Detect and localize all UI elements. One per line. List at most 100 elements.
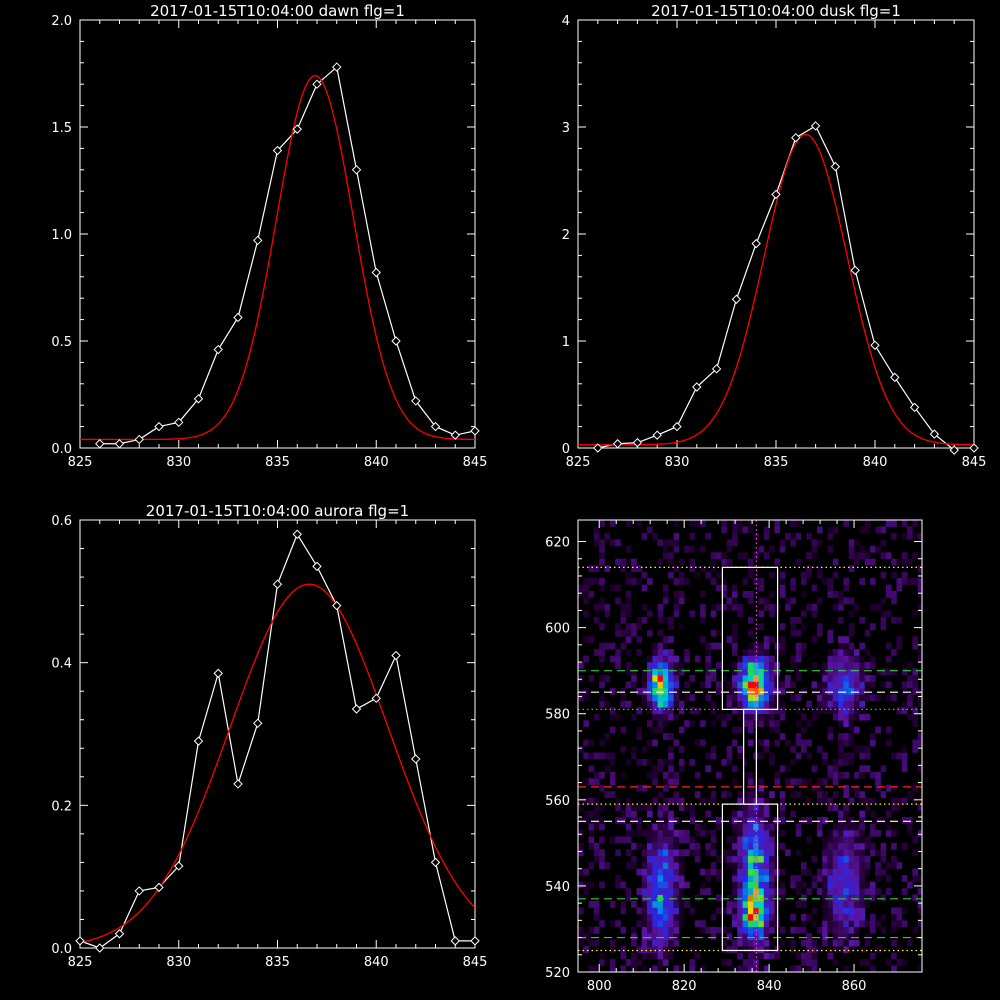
heatmap-cell xyxy=(599,558,605,566)
heatmap-cell xyxy=(880,526,887,534)
heatmap-cell xyxy=(816,926,823,934)
heatmap-cell xyxy=(700,920,706,928)
heatmap-cell xyxy=(620,836,627,844)
heatmap-cell xyxy=(689,849,696,857)
data-point xyxy=(632,437,643,448)
data-point xyxy=(411,754,421,764)
heatmap-cell xyxy=(901,558,908,566)
heatmap-cell xyxy=(832,894,839,902)
heatmap-cell xyxy=(790,584,796,592)
heatmap-cell xyxy=(647,675,653,682)
heatmap-cell xyxy=(647,804,653,811)
heatmap-cell xyxy=(769,662,775,669)
heatmap-cell xyxy=(832,687,839,695)
heatmap-cell xyxy=(716,855,722,863)
heatmap-cell xyxy=(795,558,802,566)
heatmap-cell xyxy=(864,959,871,966)
heatmap-cell xyxy=(795,952,802,960)
heatmap-cell xyxy=(673,868,680,876)
heatmap-cell xyxy=(885,726,892,734)
heatmap-cell xyxy=(885,520,892,527)
heatmap-cell xyxy=(885,610,892,618)
heatmap-cell xyxy=(732,765,738,773)
heatmap-cell xyxy=(705,797,711,805)
heatmap-cell xyxy=(742,926,749,934)
heatmap-cell xyxy=(625,700,632,708)
heatmap-cell xyxy=(578,584,584,592)
heatmap-cell xyxy=(864,668,871,676)
heatmap-cell xyxy=(657,720,664,727)
heatmap-cell xyxy=(716,907,722,915)
heatmap-cell xyxy=(912,687,918,695)
heatmap-cell xyxy=(758,849,765,857)
heatmap-cell xyxy=(641,571,648,579)
heatmap-cell xyxy=(620,965,627,972)
heatmap-cell xyxy=(811,707,818,715)
heatmap-cell xyxy=(885,642,892,650)
heatmap-cell xyxy=(732,946,738,953)
heatmap-cell xyxy=(625,545,632,553)
heatmap-cell xyxy=(604,862,611,869)
heatmap-cell xyxy=(827,591,834,598)
heatmap-cell xyxy=(678,700,685,708)
heatmap-cell xyxy=(816,823,823,831)
heatmap-cell xyxy=(917,687,922,695)
heatmap-cell xyxy=(700,636,706,643)
x-tick-label: 845 xyxy=(463,455,488,470)
heatmap-cell xyxy=(716,571,722,579)
heatmap-cell xyxy=(705,649,711,656)
heatmap-cell xyxy=(891,829,897,837)
heatmap-cell xyxy=(838,668,844,676)
heatmap-cell xyxy=(647,681,653,689)
heatmap-cell xyxy=(769,571,775,579)
heatmap-cell xyxy=(657,713,664,721)
heatmap-cell xyxy=(747,959,754,966)
heatmap-cell xyxy=(694,707,701,715)
heatmap-cell xyxy=(864,713,871,721)
heatmap-cell xyxy=(716,662,722,669)
heatmap-cell xyxy=(880,913,887,921)
heatmap-cell xyxy=(625,810,632,818)
heatmap-cell xyxy=(859,901,865,908)
heatmap-cell xyxy=(583,578,589,585)
heatmap-cell xyxy=(657,726,664,734)
heatmap-cell xyxy=(726,539,733,547)
heatmap-cell xyxy=(896,642,903,650)
heatmap-cell xyxy=(832,675,839,682)
heatmap-cell xyxy=(657,668,664,676)
data-point xyxy=(711,364,722,374)
heatmap-cell xyxy=(854,700,860,708)
heatmap-cell xyxy=(848,823,855,831)
heatmap-cell xyxy=(615,713,621,721)
heatmap-cell xyxy=(843,810,849,818)
heatmap-cell xyxy=(763,552,770,560)
heatmap-cell xyxy=(838,868,844,876)
heatmap-cell xyxy=(742,894,749,902)
heatmap-cell xyxy=(673,565,680,572)
heatmap-cell xyxy=(891,920,897,928)
heatmap-cell xyxy=(647,829,653,837)
heatmap-cell xyxy=(795,616,802,624)
heatmap-cell xyxy=(801,591,807,598)
heatmap-cell xyxy=(657,558,664,566)
heatmap-cell xyxy=(806,720,812,727)
heatmap-cell xyxy=(891,558,897,566)
heatmap-cell xyxy=(848,726,855,734)
heatmap-cell xyxy=(609,901,616,908)
x-tick-label: 830 xyxy=(166,455,191,470)
heatmap-cell xyxy=(801,642,807,650)
heatmap-cell xyxy=(901,520,908,527)
heatmap-cell xyxy=(779,571,786,579)
heatmap-cell xyxy=(854,939,860,947)
heatmap-cell xyxy=(716,584,722,592)
heatmap-cell xyxy=(891,952,897,960)
heatmap-cell xyxy=(885,875,892,882)
heatmap-cell xyxy=(769,829,775,837)
heatmap-cell xyxy=(848,597,855,605)
heatmap-cell xyxy=(848,855,855,863)
heatmap-cell xyxy=(912,868,918,876)
heatmap-cell xyxy=(726,894,733,902)
data-point xyxy=(312,561,322,572)
heatmap-cell xyxy=(636,733,642,740)
heatmap-cell xyxy=(816,623,823,631)
